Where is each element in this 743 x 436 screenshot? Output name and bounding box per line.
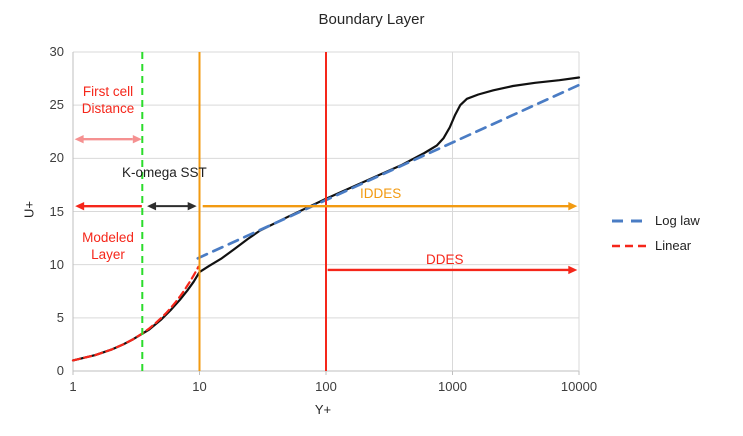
iddes-extent-arrow-head: [568, 201, 578, 211]
legend-item-log-law: Log law: [612, 213, 700, 228]
y-tick-label-10: 10: [49, 256, 64, 272]
x-tick-label-1000: 1000: [438, 379, 467, 394]
y-tick-label-20: 20: [49, 150, 64, 166]
ddes-extent-arrow-head: [568, 265, 578, 275]
annotation-modeled-layer: Modeled Layer: [82, 230, 134, 262]
y-tick-label-30: 30: [49, 44, 64, 59]
y-tick-label-0: 0: [56, 363, 64, 378]
modeled-layer-extent-arrow-head: [75, 201, 85, 211]
series-boundary-layer-profile: [71, 76, 581, 362]
first-cell-extent-arrow-head: [132, 134, 142, 144]
x-tick-label-10000: 10000: [560, 379, 598, 394]
legend-item-linear: Linear: [612, 238, 700, 253]
komega-sst-extent-arrow-head: [187, 201, 197, 211]
y-tick-label-25: 25: [49, 97, 64, 113]
y-tick-label-5: 5: [56, 309, 64, 325]
annotation-iddes: IDDES: [360, 186, 402, 201]
legend-label-linear: Linear: [655, 238, 692, 253]
annotation-k-omega-sst: K-omega SST: [122, 165, 207, 180]
annotation-ddes: DDES: [426, 252, 464, 267]
annotation-first-cell-distance: First cell Distance: [81, 84, 135, 116]
komega-sst-extent-arrow-head: [147, 201, 157, 211]
series-linear: [71, 265, 200, 362]
first-cell-extent-arrow-head: [74, 134, 84, 144]
legend-label-log-law: Log law: [655, 213, 700, 228]
linear-dash-icon: [612, 244, 648, 247]
x-axis-title: Y+: [314, 402, 332, 417]
x-tick-label-1: 1: [69, 379, 77, 394]
x-tick-label-100: 100: [315, 379, 337, 394]
legend: Log law Linear: [612, 213, 700, 263]
y-tick-label-15: 15: [49, 203, 64, 219]
series-log-law: [196, 83, 581, 260]
x-tick-label-10: 10: [192, 379, 207, 394]
chart-title: Boundary Layer: [318, 11, 425, 28]
log-law-dash-icon: [612, 219, 648, 222]
